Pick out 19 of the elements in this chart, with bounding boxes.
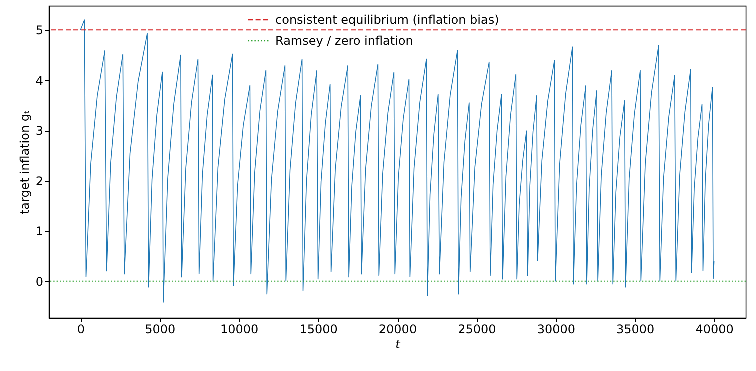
x-tick-label: 35000 (616, 322, 655, 336)
y-tick-label: 2 (36, 174, 44, 188)
y-axis-title: target inflation gₜ (18, 110, 32, 215)
x-tick-label: 40000 (696, 322, 734, 336)
x-tick-label: 0 (77, 322, 85, 336)
y-tick-label: 1 (36, 224, 44, 239)
y-tick-label: 5 (36, 24, 44, 38)
x-tick-label: 5000 (145, 322, 176, 336)
x-tick-label: 25000 (458, 322, 496, 336)
x-axis-title: t (396, 338, 402, 352)
x-tick-label: 10000 (220, 322, 259, 336)
x-tick-label: 15000 (300, 322, 338, 336)
x-tick-label: 20000 (378, 322, 418, 336)
legend-label: Ramsey / zero inflation (276, 34, 414, 48)
y-tick-label: 4 (36, 74, 44, 88)
legend-label: consistent equilibrium (inflation bias) (276, 13, 500, 27)
y-tick-label: 3 (36, 124, 44, 138)
y-tick-label: 0 (36, 274, 44, 289)
x-tick-label: 30000 (537, 322, 576, 336)
